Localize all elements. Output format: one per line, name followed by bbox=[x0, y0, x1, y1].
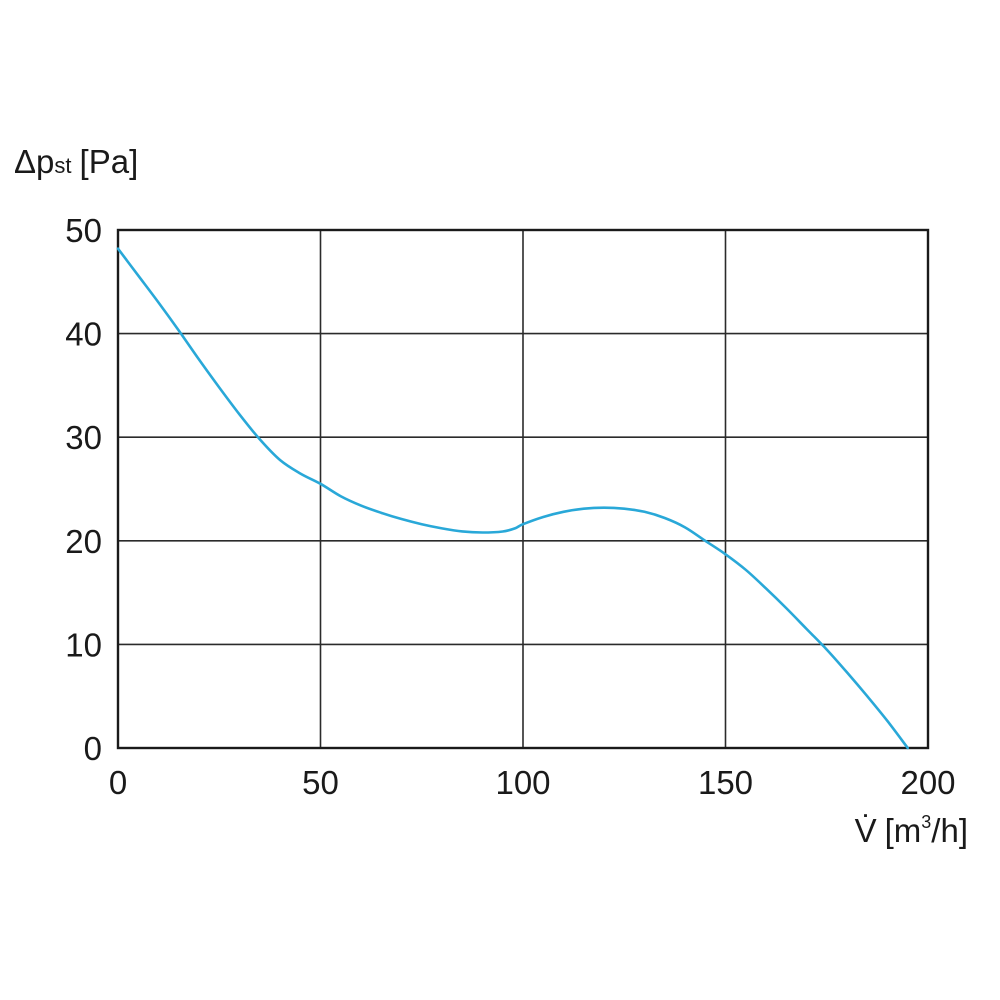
grid bbox=[117, 229, 929, 749]
y-tick-label: 30 bbox=[65, 419, 102, 456]
x-axis-title: V̇ [m3/h] bbox=[855, 812, 968, 849]
x-axis-ticks: 0 50 100 150 200 bbox=[109, 764, 956, 801]
y-tick-label: 10 bbox=[65, 626, 102, 663]
y-axis-unit: [Pa] bbox=[80, 143, 139, 180]
x-tick-label: 100 bbox=[495, 764, 550, 801]
x-axis-unit-prefix: [m bbox=[885, 812, 922, 849]
y-axis-ticks: 0 10 20 30 40 50 bbox=[65, 212, 102, 767]
y-tick-label: 50 bbox=[65, 212, 102, 249]
x-tick-label: 150 bbox=[698, 764, 753, 801]
fan-curve-line bbox=[116, 247, 910, 750]
x-axis-symbol: V̇ bbox=[855, 812, 877, 849]
y-axis-symbol: Δp bbox=[14, 143, 54, 180]
y-tick-label: 20 bbox=[65, 523, 102, 560]
plot-frame bbox=[116, 228, 930, 750]
x-tick-label: 0 bbox=[109, 764, 127, 801]
y-axis-subscript: st bbox=[54, 153, 71, 178]
y-axis-title: Δpst [Pa] bbox=[14, 143, 138, 180]
y-tick-label: 0 bbox=[84, 730, 102, 767]
x-tick-label: 200 bbox=[900, 764, 955, 801]
y-tick-label: 40 bbox=[65, 316, 102, 353]
x-tick-label: 50 bbox=[302, 764, 339, 801]
x-axis-unit-suffix: /h] bbox=[931, 812, 968, 849]
x-axis-unit-superscript: 3 bbox=[921, 812, 931, 832]
